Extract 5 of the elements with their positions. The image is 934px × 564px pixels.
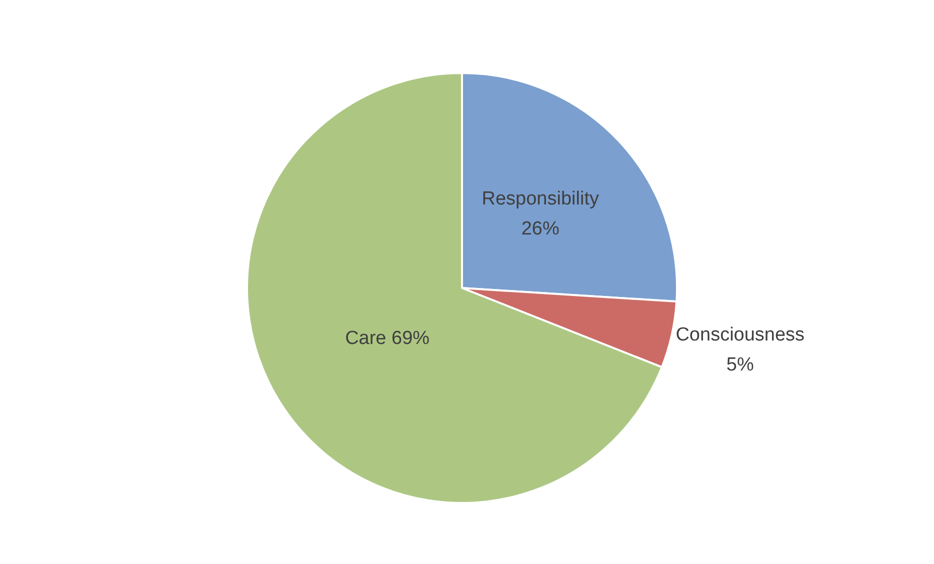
slice-label: Responsibility [482,188,600,210]
data-label: 26% [521,218,560,240]
data-label: 5% [726,354,754,376]
slice-label: Consciousness [676,324,805,346]
slice-label: Care 69% [345,328,430,349]
